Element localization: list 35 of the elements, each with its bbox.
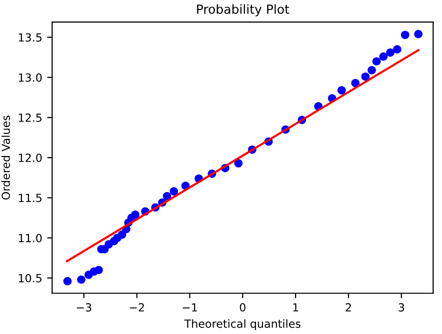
y-axis-title: Ordered Values [1, 116, 10, 200]
point [77, 275, 86, 284]
point [63, 277, 72, 286]
point [162, 192, 172, 200]
point [131, 210, 140, 219]
point [368, 66, 376, 74]
x-tick-label: 2 [346, 303, 351, 312]
x-axis-title: Theoretical quantiles [184, 319, 300, 330]
point [351, 78, 360, 88]
point [118, 230, 126, 239]
point [386, 48, 394, 57]
x-tick-label: −3 [76, 303, 92, 312]
point [379, 52, 388, 61]
y-tick-label: 12.0 [18, 154, 42, 162]
point [94, 266, 103, 274]
x-tick-label: 1 [293, 303, 298, 312]
y-tick-label: 11.5 [18, 194, 42, 202]
point [361, 72, 370, 81]
chart-title: Probability Plot [197, 4, 290, 16]
y-tick-label: 11.0 [18, 234, 42, 242]
y-tick-label: 10.5 [18, 274, 42, 282]
point [393, 45, 402, 54]
point [372, 57, 381, 66]
y-tick-label: 13.5 [18, 33, 42, 42]
x-tick-label: −1 [182, 303, 197, 312]
point [337, 86, 346, 94]
point [234, 159, 243, 168]
point [414, 30, 423, 38]
x-tick-label: −2 [130, 303, 144, 312]
point [400, 30, 410, 40]
x-tick-label: 3 [398, 303, 404, 312]
point [170, 187, 178, 196]
x-tick-label: 0 [240, 303, 246, 312]
y-tick-label: 12.5 [18, 114, 42, 122]
y-tick-label: 13.0 [18, 73, 42, 82]
